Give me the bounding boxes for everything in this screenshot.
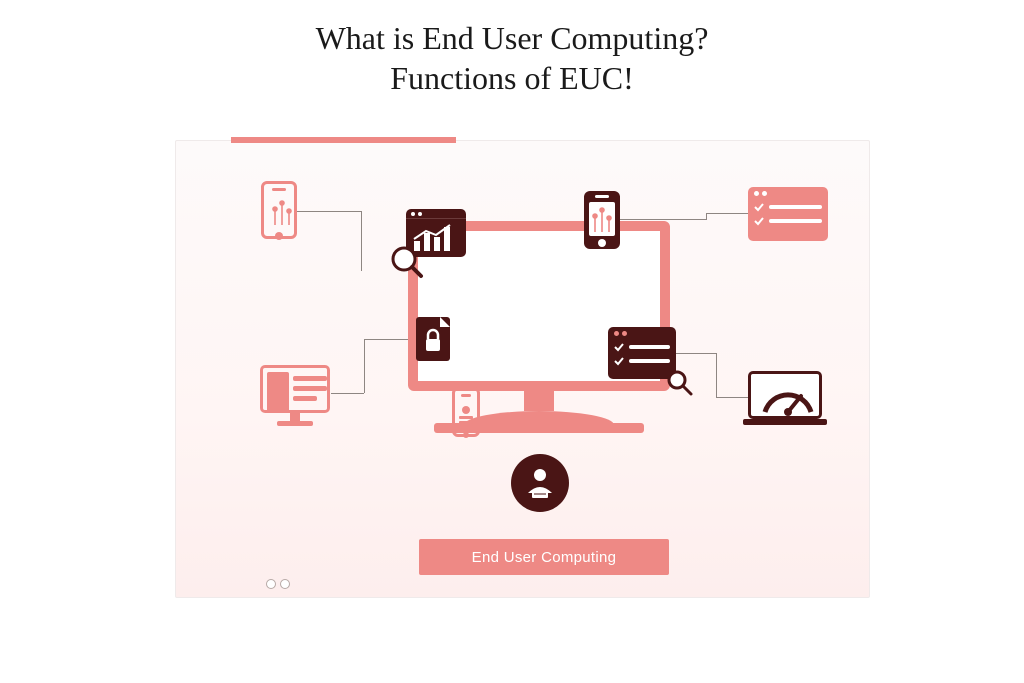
title-line-1: What is End User Computing? [0, 18, 1024, 58]
connector [676, 353, 716, 354]
connector [716, 353, 717, 397]
circuit-icon [269, 195, 295, 229]
magnifier-icon [390, 245, 424, 279]
user-icon [520, 463, 560, 503]
checklist-card-icon [748, 187, 828, 241]
connector [716, 397, 748, 398]
connector [706, 213, 748, 214]
connector [706, 213, 707, 220]
desktop-icon [260, 365, 330, 426]
connector [364, 339, 365, 393]
user-profile-phone-icon [452, 387, 480, 437]
diagram-label-text: End User Computing [472, 549, 617, 566]
pager [266, 579, 290, 589]
mobile-device-icon [261, 181, 297, 239]
magnifier-icon [666, 369, 694, 397]
infographic-canvas: End User Computing [175, 140, 870, 598]
performance-gauge-icon [748, 371, 822, 425]
page-title: What is End User Computing? Functions of… [0, 0, 1024, 98]
title-line-2: Functions of EUC! [0, 58, 1024, 98]
avatar-icon [462, 406, 470, 414]
gauge-icon [751, 374, 825, 422]
accent-bar [231, 137, 456, 143]
pager-dot[interactable] [280, 579, 290, 589]
secure-file-icon [416, 317, 450, 361]
connector [361, 211, 362, 271]
connector [297, 211, 361, 212]
diagram-label: End User Computing [419, 539, 669, 575]
connector [331, 393, 364, 394]
end-user-badge-icon [511, 454, 569, 512]
circuit-icon [589, 202, 615, 236]
connector [620, 219, 706, 220]
pager-dot[interactable] [266, 579, 276, 589]
mobile-device-icon [584, 191, 620, 249]
